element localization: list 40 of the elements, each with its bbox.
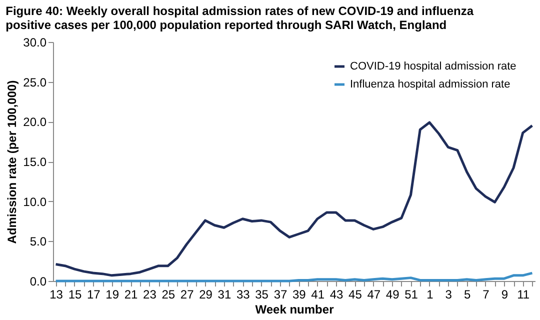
x-tick-label: 51 <box>404 288 418 302</box>
x-tick-label: 19 <box>106 288 120 302</box>
x-tick-label: 1 <box>426 288 434 302</box>
x-tick-label: 5 <box>464 288 471 302</box>
x-tick-label: 43 <box>330 288 344 302</box>
x-tick-label: 7 <box>482 288 490 302</box>
x-tick-label: 49 <box>386 288 400 302</box>
line-series <box>54 272 534 282</box>
x-tick-label: 35 <box>255 288 269 302</box>
x-tick-label: 29 <box>199 288 213 302</box>
x-tick-label: 21 <box>124 288 138 302</box>
x-tick-label: 33 <box>236 288 250 302</box>
y-tick-label: 25.0 <box>23 75 47 90</box>
y-axis-title: Admission rate (per 100,000) <box>5 80 20 244</box>
x-tick-label: 47 <box>367 288 381 302</box>
x-tick-label: 15 <box>68 288 82 302</box>
x-tick-label: 11 <box>517 288 530 302</box>
x-tick-label: 13 <box>50 288 64 302</box>
x-tick-label: 23 <box>143 288 157 302</box>
x-axis-title: Week number <box>255 302 334 316</box>
chart-title: Figure 40: Weekly overall hospital admission rates of new COVID-19 and influenza positive cases per 100,000 population reported through SARI Watch, England <box>6 4 474 32</box>
y-tick-label: 15.0 <box>23 155 47 169</box>
x-tick-label: 45 <box>348 288 362 302</box>
x-tick-label: 9 <box>501 288 508 302</box>
legend-label: COVID-19 hospital admission rate <box>350 60 516 72</box>
legend-label: Influenza hospital admission rate <box>350 78 510 90</box>
x-tick-label: 39 <box>292 288 306 302</box>
y-tick-label: 5.0 <box>30 234 47 249</box>
line-series <box>54 121 534 277</box>
x-tick-label: 17 <box>86 288 101 302</box>
x-tick-label: 25 <box>162 288 176 302</box>
x-tick-label: 27 <box>180 288 194 302</box>
x-tick-label: 31 <box>218 288 232 302</box>
y-tick-label: 20.0 <box>23 115 47 130</box>
y-tick-label: 10.0 <box>23 194 47 209</box>
x-tick-label: 41 <box>311 288 325 302</box>
y-tick-label: 30.0 <box>23 36 47 50</box>
x-tick-label: 3 <box>445 288 452 302</box>
y-tick-label: 0.0 <box>30 274 47 288</box>
x-tick-label: 37 <box>274 288 288 302</box>
